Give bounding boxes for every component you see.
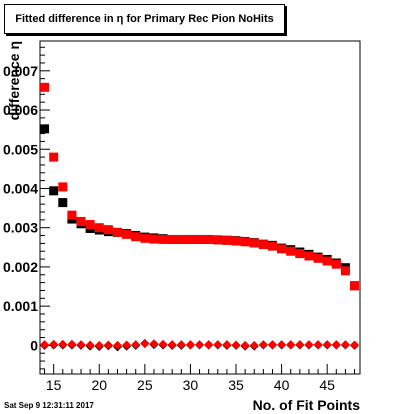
red-square-marker	[350, 281, 360, 291]
red-diamond-marker	[176, 340, 186, 350]
red-diamond-marker	[340, 340, 350, 350]
red-diamond-marker	[40, 340, 50, 350]
red-square-marker	[277, 244, 287, 254]
red-diamond-marker	[85, 340, 95, 350]
x-axis-title: No. of Fit Points	[253, 397, 361, 413]
red-diamond-marker	[222, 340, 232, 350]
red-diamond-marker	[258, 340, 268, 350]
red-diamond-marker	[267, 340, 277, 350]
red-square-marker	[322, 256, 332, 266]
red-diamond-marker	[158, 339, 168, 349]
red-square-marker	[131, 232, 141, 242]
x-tick-label: 15	[46, 377, 62, 393]
chart-title: Fitted difference in η for Primary Rec P…	[15, 13, 274, 25]
red-square-marker	[240, 237, 250, 247]
red-square-marker	[295, 249, 305, 259]
red-diamond-marker	[295, 340, 305, 350]
x-tick-label: 40	[274, 377, 290, 393]
black-square-marker	[58, 198, 68, 208]
red-square-marker	[58, 182, 68, 192]
x-tick-label: 20	[91, 377, 107, 393]
red-square-marker	[195, 234, 205, 244]
x-tick-label: 45	[319, 377, 335, 393]
red-diamond-marker	[249, 340, 259, 350]
y-tick-label: 0	[30, 337, 38, 353]
red-diamond-marker	[195, 340, 205, 350]
y-tick-label: 0.001	[3, 298, 38, 314]
red-square-marker	[185, 234, 195, 244]
chart-title-box: Fitted difference in η for Primary Rec P…	[4, 4, 285, 34]
red-square-marker	[267, 241, 277, 251]
red-square-marker	[49, 152, 59, 162]
red-square-marker	[140, 233, 150, 243]
red-square-marker	[158, 234, 168, 244]
red-square-marker	[222, 235, 232, 245]
red-diamond-marker	[131, 340, 141, 350]
red-diamond-marker	[76, 340, 86, 350]
black-square-marker	[49, 186, 59, 196]
red-square-marker	[304, 251, 314, 261]
red-square-marker	[40, 82, 50, 92]
x-tick-label: 30	[183, 377, 199, 393]
red-diamond-marker	[122, 340, 132, 350]
red-square-marker	[176, 234, 186, 244]
red-square-marker	[213, 235, 223, 245]
red-diamond-marker	[277, 340, 287, 350]
red-square-marker	[76, 216, 86, 226]
red-square-marker	[313, 253, 323, 263]
red-diamond-marker	[140, 339, 150, 349]
red-diamond-marker	[112, 340, 122, 350]
red-diamond-marker	[322, 340, 332, 350]
red-square-marker	[67, 210, 77, 220]
red-square-marker	[122, 229, 132, 239]
red-diamond-marker	[331, 340, 341, 350]
red-diamond-marker	[167, 340, 177, 350]
y-tick-label: 0.004	[3, 180, 38, 196]
y-tick-label: 0.007	[3, 63, 38, 79]
red-square-marker	[112, 227, 122, 237]
red-square-marker	[149, 234, 159, 244]
red-diamond-marker	[204, 340, 214, 350]
red-diamond-marker	[350, 340, 360, 350]
red-diamond-marker	[149, 339, 159, 349]
red-diamond-marker	[213, 340, 223, 350]
black-square-marker	[40, 124, 50, 134]
red-square-marker	[94, 223, 104, 233]
red-diamond-marker	[58, 339, 68, 349]
red-square-marker	[340, 266, 350, 276]
red-diamond-marker	[49, 339, 59, 349]
x-tick-label: 25	[137, 377, 153, 393]
y-axis-title: difference η	[6, 41, 22, 120]
red-diamond-marker	[94, 340, 104, 350]
red-diamond-marker	[103, 340, 113, 350]
red-square-marker	[231, 236, 241, 246]
x-tick-label: 35	[228, 377, 244, 393]
red-square-marker	[286, 246, 296, 256]
red-diamond-marker	[185, 340, 195, 350]
y-tick-label: 0.005	[3, 141, 38, 157]
red-diamond-marker	[67, 339, 77, 349]
timestamp: Sat Sep 9 12:31:11 2017	[4, 401, 94, 410]
red-diamond-marker	[231, 340, 241, 350]
red-square-marker	[249, 238, 259, 248]
y-tick-label: 0.006	[3, 102, 38, 118]
y-tick-label: 0.003	[3, 220, 38, 236]
red-square-marker	[331, 259, 341, 269]
red-square-marker	[103, 225, 113, 235]
red-diamond-marker	[304, 340, 314, 350]
red-diamond-marker	[313, 340, 323, 350]
y-tick-label: 0.002	[3, 259, 38, 275]
red-square-marker	[85, 220, 95, 230]
red-square-marker	[258, 240, 268, 250]
plot-frame	[39, 40, 361, 375]
red-square-marker	[167, 234, 177, 244]
red-square-marker	[204, 234, 214, 244]
red-diamond-marker	[240, 340, 250, 350]
red-diamond-marker	[286, 340, 296, 350]
